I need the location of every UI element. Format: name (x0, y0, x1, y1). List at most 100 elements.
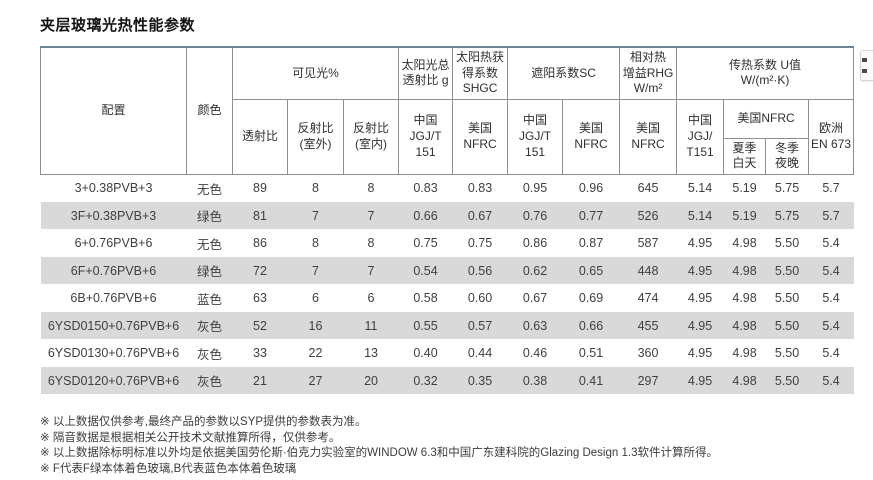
value-cell: 5.14 (676, 201, 724, 230)
value-cell: 22 (308, 346, 323, 361)
header-group-visible-light: 可见光% (231, 46, 400, 100)
value-cell: 5.4 (808, 311, 854, 340)
value-cell: 0.46 (522, 346, 548, 361)
value-cell: 0.75 (467, 236, 493, 251)
value-cell: 0.40 (413, 346, 438, 361)
value-cell: 13 (364, 346, 378, 361)
value-cell: 5.50 (774, 236, 800, 251)
value-cell: 5.50 (765, 311, 809, 340)
value-cell: 0.83 (467, 181, 493, 196)
value-cell: 297 (619, 366, 677, 395)
widget-dash-icon (862, 68, 867, 73)
value-cell: 0.75 (413, 236, 438, 251)
value-cell: 0.66 (398, 201, 453, 230)
value-cell: 4.95 (676, 311, 724, 340)
config-cell: 3F+0.38PVB+3 (40, 201, 187, 230)
value-cell: 0.56 (452, 256, 508, 285)
value-cell: 5.7 (822, 181, 840, 196)
table-row: 6YSD0150+0.76PVB+6 灰色 52 16 11 0.55 0.57 0.63 0.… (40, 311, 854, 340)
value-cell: 11 (343, 311, 399, 340)
value-cell: 0.77 (562, 201, 620, 230)
value-cell: 0.35 (452, 366, 508, 395)
value-cell: 0.76 (507, 201, 563, 230)
table-row: 6YSD0130+0.76PVB+6 灰色 33 22 13 0.40 0.44 0.46 0.… (41, 339, 854, 367)
reflect-in-line1: 反射比 (353, 121, 390, 136)
config-cell: 3+0.38PVB+3 (74, 181, 153, 196)
value-cell: 89 (253, 181, 267, 196)
value-cell: 4.95 (687, 236, 713, 251)
header-rhg-line2: 增益RHG (622, 65, 674, 80)
header-u-cn-jgjt151: 中国 JGJ/ T151 (676, 98, 725, 175)
table-row: 6F+0.76PVB+6 绿色 72 7 7 0.54 0.56 0.62 0.65 448 4.9… (40, 256, 854, 285)
value-cell: 455 (619, 311, 677, 340)
value-cell: 0.57 (452, 311, 508, 340)
value-cell: 5.4 (822, 236, 840, 251)
value-cell: 绿色 (186, 256, 233, 285)
config-cell: 6B+0.76PVB+6 (70, 291, 157, 306)
header-u-eu-en673: 欧洲 EN 673 (808, 98, 855, 175)
reflect-out-line2: (室外) (299, 136, 332, 151)
value-cell: 0.69 (578, 291, 604, 306)
value-cell: 灰色 (196, 347, 222, 362)
widget-dash-icon (862, 58, 867, 63)
value-cell: 4.98 (723, 256, 766, 285)
value-cell: 33 (253, 346, 267, 361)
value-cell: 4.95 (687, 291, 713, 306)
header-config: 配置 (40, 46, 187, 175)
value-cell: 0.54 (398, 256, 453, 285)
value-cell: 灰色 (186, 311, 233, 340)
floating-widget[interactable] (860, 50, 873, 81)
value-cell: 8 (367, 236, 375, 251)
summer-line1: 夏季 (732, 140, 757, 155)
table-row: 3F+0.38PVB+3 绿色 81 7 7 0.66 0.67 0.76 0.77 526 5.1… (40, 201, 854, 230)
value-cell: 5.75 (774, 181, 800, 196)
header-rhg-line1: 相对热 (630, 50, 667, 64)
header-u-line2: W/(m²·K) (740, 73, 790, 88)
value-cell: 4.95 (676, 256, 724, 285)
header-group-sc: 遮阳系数SC (507, 46, 621, 100)
footnote-4: ※ F代表F绿本体着色玻璃,B代表蓝色本体着色玻璃 (40, 462, 297, 475)
header-group-u-value: 传热系数 U值 W/(m²·K) (676, 46, 855, 100)
value-cell: 0.38 (507, 366, 563, 395)
winter-line1: 冬季 (775, 140, 800, 155)
footnote-1: ※ 以上数据仅供参考,最终产品的参数以SYP提供的参数表为准。 (40, 416, 367, 429)
config-cell: 6YSD0150+0.76PVB+6 (40, 311, 187, 340)
value-cell: 526 (619, 201, 677, 230)
summer-line2: 白天 (732, 156, 757, 171)
value-cell: 8 (312, 236, 319, 251)
value-cell: 0.41 (562, 366, 620, 395)
value-cell: 0.60 (467, 291, 493, 306)
value-cell: 0.32 (398, 366, 453, 395)
header-u-line1: 传热系数 U值 (729, 57, 802, 72)
value-cell: 52 (232, 311, 288, 340)
value-cell: 5.4 (808, 256, 854, 285)
value-cell: 5.19 (732, 181, 757, 196)
value-cell: 5.4 (822, 291, 840, 306)
value-cell: 6 (312, 291, 319, 306)
value-cell: 5.19 (723, 201, 766, 230)
value-cell: 645 (637, 181, 659, 196)
value-cell: 0.96 (578, 181, 604, 196)
value-cell: 474 (637, 291, 659, 306)
header-reflect-indoor: 反射比 (室内) (342, 98, 400, 175)
table-header: 配置 颜色 可见光% 太阳光总透射比 g 太阳热获得系数 SHGC 遮阳系数SC… (40, 46, 855, 175)
value-cell: 7 (343, 201, 399, 230)
footnote-2: ※ 隔音数据是根据相关公开技术文献推算所得，仅供参考。 (40, 431, 341, 444)
value-cell: 4.95 (687, 346, 713, 361)
header-group-g: 太阳光总透射比 g (398, 46, 454, 100)
reflect-in-line2: (室内) (355, 136, 388, 151)
footnotes: ※ 以上数据仅供参考,最终产品的参数以SYP提供的参数表为准。 ※ 隔音数据是根… (40, 415, 873, 477)
value-cell: 0.67 (522, 291, 548, 306)
value-cell: 448 (619, 256, 677, 285)
u-cn-line2: JGJ/ (687, 129, 713, 144)
value-cell: 81 (232, 201, 288, 230)
header-shgc-us-nfrc: 美国 NFRC (452, 98, 509, 175)
value-cell: 绿色 (186, 201, 233, 230)
value-cell: 5.4 (808, 366, 854, 395)
config-cell: 6YSD0130+0.76PVB+6 (47, 346, 180, 361)
value-cell: 360 (637, 346, 659, 361)
value-cell: 5.7 (808, 201, 854, 230)
value-cell: 无色 (196, 182, 222, 197)
value-cell: 7 (287, 256, 344, 285)
